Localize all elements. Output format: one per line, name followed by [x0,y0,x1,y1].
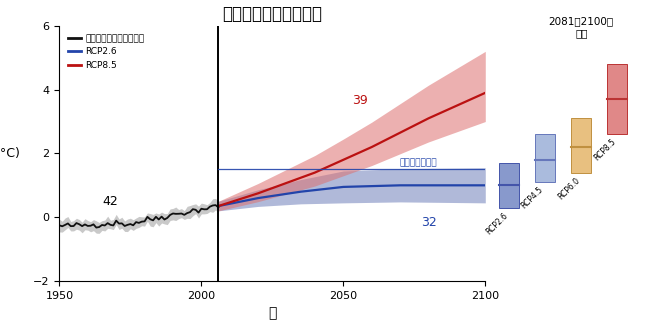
Text: RCP8.5: RCP8.5 [592,138,617,163]
Text: 2081～2100年
平均: 2081～2100年 平均 [548,16,614,38]
Bar [535,134,555,182]
Text: RCP4.5: RCP4.5 [520,185,545,211]
Text: 32: 32 [420,216,436,229]
Text: RCP2.6: RCP2.6 [484,211,509,236]
Bar [499,163,519,208]
X-axis label: 年: 年 [268,306,277,320]
Text: 42: 42 [103,195,118,208]
Y-axis label: (°C): (°C) [0,147,20,160]
Text: 39: 39 [352,94,368,107]
Bar [607,64,627,134]
Bar [572,118,591,172]
Text: RCP6.0: RCP6.0 [556,176,581,201]
Legend: 過去の期間のモデル結果, RCP2.6, RCP8.5: 過去の期間のモデル結果, RCP2.6, RCP8.5 [64,30,148,74]
Title: 世界平均地上気温変化: 世界平均地上気温変化 [222,5,322,23]
Text: パリ協定の目標: パリ協定の目標 [399,158,437,167]
